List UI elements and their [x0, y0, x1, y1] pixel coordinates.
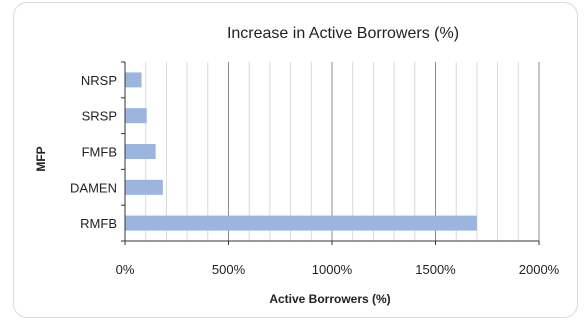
x-tick-label: 1000%	[312, 262, 353, 277]
category-labels: NRSP SRSP FMFB DAMEN RMFB	[70, 73, 117, 231]
y-axis-label: MFP	[34, 146, 48, 171]
category-label: FMFB	[82, 145, 117, 160]
x-tick-label: 2000%	[519, 262, 560, 277]
category-label: NRSP	[81, 73, 117, 88]
x-axis-label: Active Borrowers (%)	[269, 292, 390, 306]
x-tick-label: 500%	[212, 262, 246, 277]
category-label: DAMEN	[70, 180, 117, 195]
chart-title: Increase in Active Borrowers (%)	[227, 25, 459, 42]
category-label: SRSP	[82, 109, 117, 124]
bar-fmfb	[125, 144, 156, 159]
x-tick-labels: 0% 500% 1000% 1500% 2000%	[116, 262, 560, 277]
bar-rmfb	[125, 215, 477, 231]
x-tick-label: 0%	[116, 262, 135, 277]
chart-frame	[13, 2, 578, 318]
bar-srsp	[125, 108, 147, 124]
bar-damen	[125, 179, 163, 195]
category-label: RMFB	[80, 216, 117, 231]
bars	[125, 72, 477, 231]
grid-lines	[145, 62, 540, 241]
x-tick-label: 1500%	[415, 262, 456, 277]
axes	[121, 61, 540, 245]
bar-nrsp	[125, 72, 142, 88]
